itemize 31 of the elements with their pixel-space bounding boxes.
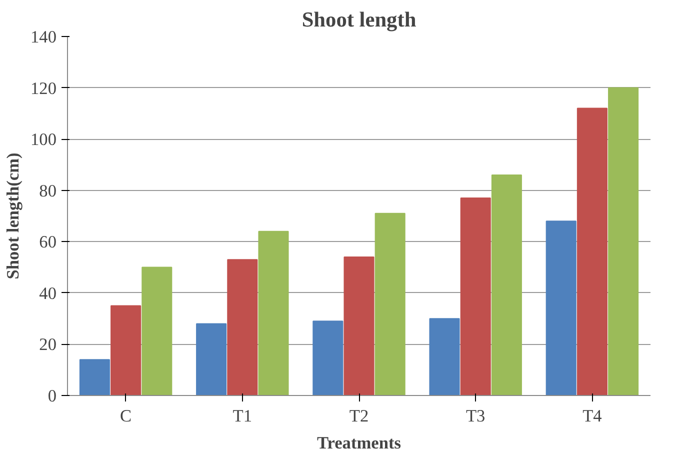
bar [429,318,460,396]
bar [460,198,491,396]
bar [142,266,172,396]
x-tick-label: T4 [582,406,602,426]
bar [110,305,142,396]
y-tick-label: 100 [30,130,57,150]
bar [546,220,576,396]
bar [196,323,227,396]
bar [312,320,344,396]
bar [79,359,110,396]
bar [344,256,374,396]
y-tick-label: 20 [39,335,56,354]
chart-title: Shoot length [302,8,416,32]
y-tick-label: 140 [30,28,57,46]
bar [258,230,289,396]
y-axis-title: Shoot length(cm) [4,152,23,280]
x-tick-label: T1 [232,406,252,426]
x-tick-label: C [120,406,132,426]
bar [374,212,406,396]
x-tick-label: T3 [466,406,486,426]
x-axis-title: Treatments [316,434,402,452]
y-tick-label: 120 [30,78,57,98]
bar [576,108,608,396]
y-tick-label: 60 [39,232,56,252]
y-tick-label: 40 [39,284,56,303]
bar [491,174,522,396]
bar [227,259,258,396]
y-tick-label: 80 [39,181,56,200]
bar [608,87,639,396]
x-tick-label: T2 [349,406,369,426]
y-tick-label: 0 [48,386,57,406]
